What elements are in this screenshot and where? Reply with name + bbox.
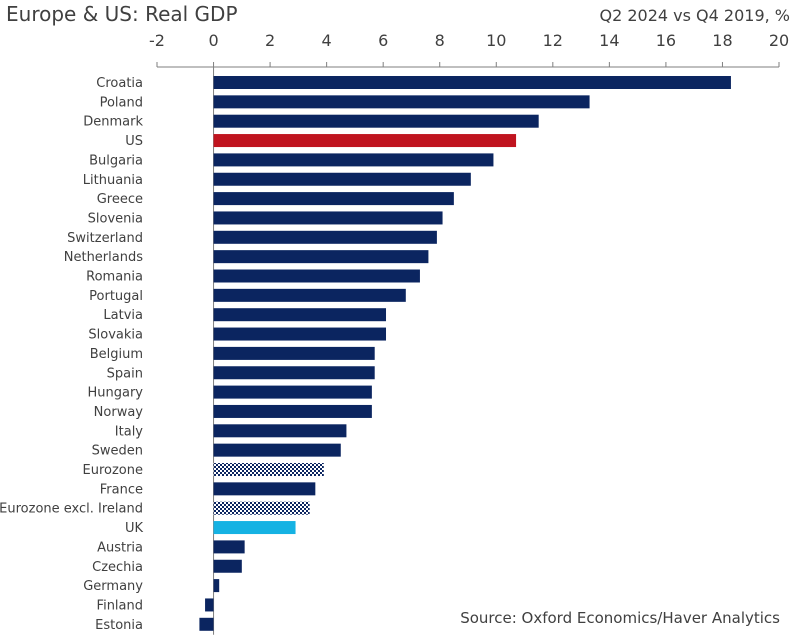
category-label: Denmark bbox=[83, 115, 143, 130]
bar-greece bbox=[213, 192, 454, 206]
bar-hungary bbox=[213, 385, 372, 399]
x-tick-label: 20 bbox=[769, 31, 789, 50]
x-tick-label: 2 bbox=[265, 31, 275, 50]
category-label: Germany bbox=[83, 579, 143, 594]
bar-uk bbox=[213, 521, 296, 535]
category-label: Hungary bbox=[87, 386, 143, 401]
x-tick-label: 14 bbox=[599, 31, 619, 50]
bar-slovenia bbox=[213, 211, 443, 225]
bar-poland bbox=[213, 95, 590, 109]
x-tick-label: 16 bbox=[656, 31, 676, 50]
bar-eurozone bbox=[213, 463, 324, 476]
category-label: Netherlands bbox=[64, 250, 143, 265]
category-label: Lithuania bbox=[83, 173, 143, 188]
category-label: Eurozone excl. Ireland bbox=[0, 502, 143, 517]
bar-sweden bbox=[213, 443, 341, 457]
category-label: Czechia bbox=[92, 560, 143, 575]
category-label: Latvia bbox=[103, 308, 143, 323]
category-label: Belgium bbox=[90, 347, 143, 362]
category-label: Portugal bbox=[89, 289, 143, 304]
bar-finland bbox=[205, 598, 214, 612]
chart-subtitle: Q2 2024 vs Q4 2019, % bbox=[599, 6, 790, 25]
category-label: Eurozone bbox=[83, 463, 143, 478]
category-label: Norway bbox=[94, 405, 144, 420]
category-label: UK bbox=[125, 521, 144, 536]
bar-eurozone-excl-ireland bbox=[213, 501, 310, 515]
category-label: Switzerland bbox=[67, 231, 143, 246]
bar-us bbox=[213, 134, 517, 148]
x-tick-label: -2 bbox=[149, 31, 165, 50]
category-label: Austria bbox=[97, 540, 143, 555]
category-label: Sweden bbox=[92, 444, 143, 459]
bar-netherlands bbox=[213, 250, 429, 264]
category-label: US bbox=[125, 134, 143, 149]
category-label: Poland bbox=[100, 95, 143, 110]
bar-austria bbox=[213, 540, 245, 554]
bar-norway bbox=[213, 404, 372, 418]
chart-title: Europe & US: Real GDP bbox=[6, 2, 238, 26]
category-label: Bulgaria bbox=[89, 153, 143, 168]
bar-switzerland bbox=[213, 230, 437, 244]
bar-denmark bbox=[213, 114, 539, 128]
bars bbox=[199, 76, 731, 631]
x-tick-label: 18 bbox=[712, 31, 732, 50]
bar-czechia bbox=[213, 559, 242, 573]
bar-croatia bbox=[213, 76, 731, 89]
category-label: Italy bbox=[115, 424, 144, 439]
category-label: Slovakia bbox=[88, 328, 143, 343]
bar-france bbox=[213, 482, 316, 496]
bar-lithuania bbox=[213, 172, 471, 186]
bar-germany bbox=[213, 579, 220, 593]
x-tick-label: 10 bbox=[486, 31, 506, 50]
category-label: Greece bbox=[97, 192, 143, 207]
category-label: Estonia bbox=[95, 618, 143, 633]
bar-slovakia bbox=[213, 327, 387, 341]
category-label: Romania bbox=[86, 270, 143, 285]
category-labels: Croatia Poland Denmark US Bulgaria Lithuania G… bbox=[0, 76, 143, 633]
bar-latvia bbox=[213, 308, 387, 322]
bar-spain bbox=[213, 366, 375, 380]
x-tick-label: 6 bbox=[378, 31, 388, 50]
category-label: Spain bbox=[107, 366, 143, 381]
source-note: Source: Oxford Economics/Haver Analytics bbox=[460, 609, 780, 627]
bar-estonia bbox=[199, 617, 214, 631]
category-label: Slovenia bbox=[88, 211, 143, 226]
x-tick-label: 4 bbox=[322, 31, 332, 50]
bar-italy bbox=[213, 424, 347, 438]
bar-bulgaria bbox=[213, 153, 494, 167]
category-label: France bbox=[100, 482, 143, 497]
bar-romania bbox=[213, 269, 420, 283]
category-label: Finland bbox=[97, 598, 143, 613]
bar-belgium bbox=[213, 346, 375, 360]
category-label: Croatia bbox=[96, 76, 143, 91]
x-tick-label: 12 bbox=[543, 31, 563, 50]
x-tick-label: 0 bbox=[208, 31, 218, 50]
x-tick-label: 8 bbox=[435, 31, 445, 50]
x-axis: -2 0 2 4 6 8 10 12 14 16 18 20 bbox=[149, 31, 789, 635]
bar-portugal bbox=[213, 288, 406, 302]
